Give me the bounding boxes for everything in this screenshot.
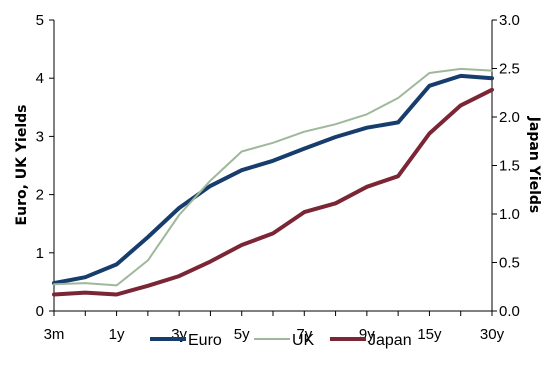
right-tick-label: 0.0 — [499, 303, 520, 320]
left-tick-label: 5 — [36, 12, 44, 29]
legend-label-japan: Japan — [368, 332, 412, 349]
left-tick-label: 2 — [36, 187, 44, 204]
series-line-euro — [54, 76, 492, 283]
right-tick-label: 3.0 — [499, 12, 520, 29]
left-y-ticks: 0 1 2 3 4 5 — [36, 12, 54, 320]
legend-label-uk: UK — [292, 332, 315, 349]
series-lines — [54, 69, 492, 295]
legend-label-euro: Euro — [188, 332, 222, 349]
right-tick-label: 2.5 — [499, 61, 520, 78]
right-tick-label: 2.0 — [499, 109, 520, 126]
legend: Euro UK Japan — [150, 332, 412, 349]
x-tick-label: 3m — [44, 326, 65, 343]
x-tick-label: 15y — [417, 326, 442, 343]
left-axis-title: Euro, UK Yields — [14, 105, 30, 226]
right-y-ticks: 0.0 0.5 1.0 1.5 2.0 2.5 3.0 — [492, 12, 520, 320]
left-tick-label: 3 — [36, 128, 44, 145]
right-axis-title: Japan Yields — [526, 116, 542, 214]
series-line-uk — [54, 69, 492, 286]
axes — [54, 20, 492, 311]
left-tick-label: 4 — [36, 70, 44, 87]
right-tick-label: 1.5 — [499, 158, 520, 175]
left-tick-label: 1 — [36, 245, 44, 262]
right-tick-label: 1.0 — [499, 206, 520, 223]
x-tick-label: 5y — [234, 326, 250, 343]
x-tick-label: 30y — [480, 326, 505, 343]
left-tick-label: 0 — [36, 303, 44, 320]
x-tick-label: 1y — [109, 326, 125, 343]
right-tick-label: 0.5 — [499, 255, 520, 272]
